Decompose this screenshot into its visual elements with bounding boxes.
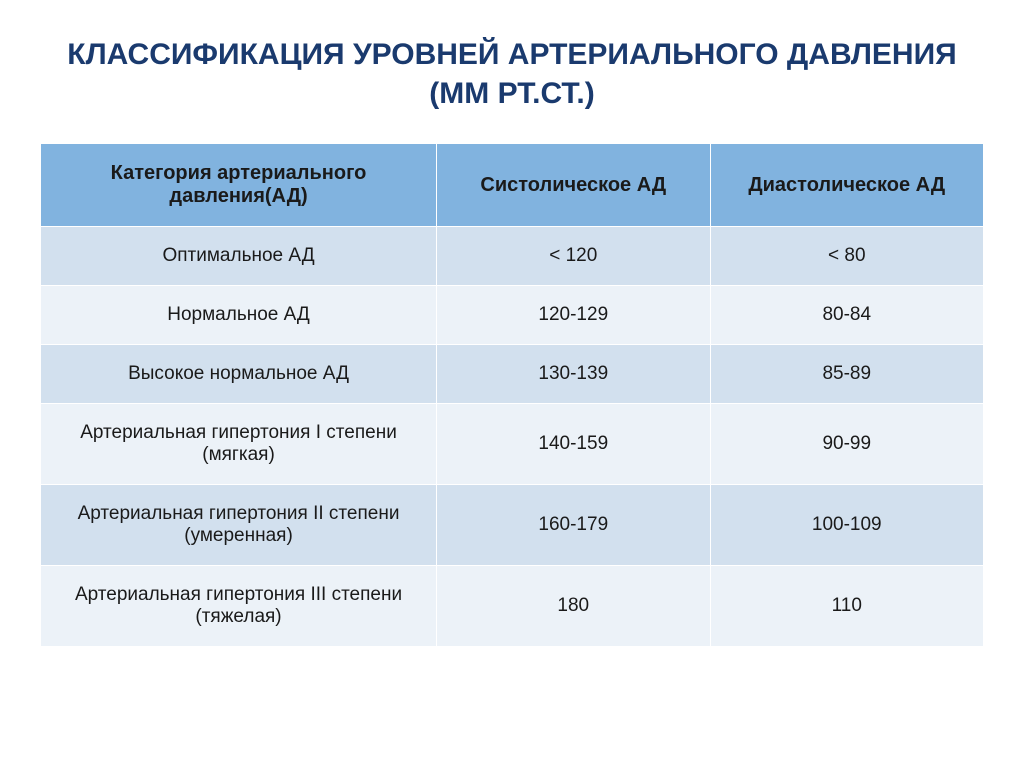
cell-diastolic: 100-109 [710, 485, 983, 566]
cell-systolic: 160-179 [437, 485, 710, 566]
table-row: Оптимальное АД < 120 < 80 [41, 227, 984, 286]
bp-classification-table: Категория артериального давления(АД) Сис… [40, 143, 984, 647]
table-row: Высокое нормальное АД 130-139 85-89 [41, 345, 984, 404]
cell-systolic: < 120 [437, 227, 710, 286]
table-row: Артериальная гипертония III степени (тяж… [41, 566, 984, 647]
cell-systolic: 120-129 [437, 286, 710, 345]
cell-systolic: 130-139 [437, 345, 710, 404]
cell-category: Высокое нормальное АД [41, 345, 437, 404]
cell-category: Артериальная гипертония II степени (умер… [41, 485, 437, 566]
table-row: Артериальная гипертония II степени (умер… [41, 485, 984, 566]
cell-diastolic: 80-84 [710, 286, 983, 345]
cell-category: Артериальная гипертония I степени (мягка… [41, 404, 437, 485]
page-title: КЛАССИФИКАЦИЯ УРОВНЕЙ АРТЕРИАЛЬНОГО ДАВЛ… [40, 35, 984, 113]
cell-diastolic: < 80 [710, 227, 983, 286]
cell-systolic: 140-159 [437, 404, 710, 485]
cell-systolic: 180 [437, 566, 710, 647]
cell-category: Нормальное АД [41, 286, 437, 345]
cell-category: Оптимальное АД [41, 227, 437, 286]
table-row: Нормальное АД 120-129 80-84 [41, 286, 984, 345]
cell-diastolic: 85-89 [710, 345, 983, 404]
header-category: Категория артериального давления(АД) [41, 144, 437, 227]
header-diastolic: Диастолическое АД [710, 144, 983, 227]
table-header-row: Категория артериального давления(АД) Сис… [41, 144, 984, 227]
cell-diastolic: 110 [710, 566, 983, 647]
cell-category: Артериальная гипертония III степени (тяж… [41, 566, 437, 647]
cell-diastolic: 90-99 [710, 404, 983, 485]
table-row: Артериальная гипертония I степени (мягка… [41, 404, 984, 485]
header-systolic: Систолическое АД [437, 144, 710, 227]
